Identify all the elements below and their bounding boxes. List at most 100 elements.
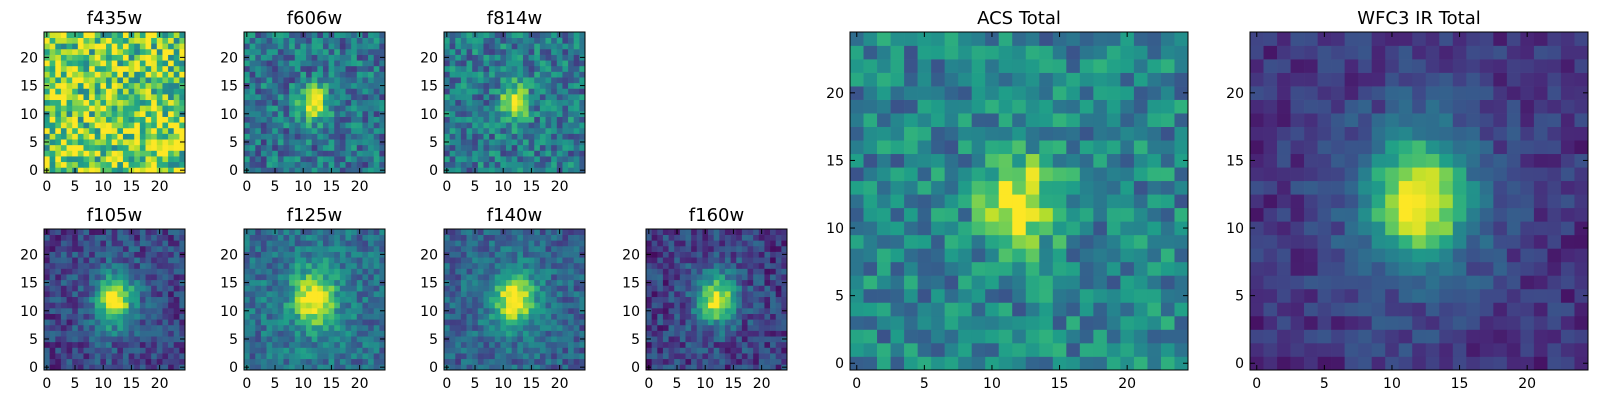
pixel-cell bbox=[306, 302, 313, 309]
pixel-cell bbox=[356, 116, 363, 123]
pixel-cell bbox=[356, 291, 363, 298]
pixel-cell bbox=[517, 110, 524, 117]
pixel-cell bbox=[449, 336, 456, 343]
pixel-cell bbox=[339, 105, 346, 112]
pixel-cell bbox=[317, 341, 324, 348]
pixel-cell bbox=[679, 336, 686, 343]
pixel-cell bbox=[472, 274, 479, 281]
pixel-cell bbox=[334, 54, 341, 61]
pixel-cell bbox=[931, 315, 945, 330]
pixel-cell bbox=[1066, 315, 1081, 330]
pixel-cell bbox=[255, 37, 262, 44]
pixel-cell bbox=[317, 336, 324, 343]
pixel-cell bbox=[173, 251, 180, 258]
pixel-cell bbox=[66, 319, 73, 326]
pixel-cell bbox=[122, 279, 129, 286]
pixel-cell bbox=[500, 319, 507, 326]
pixel-cell bbox=[294, 82, 301, 89]
pixel-cell bbox=[356, 54, 363, 61]
pixel-cell bbox=[83, 279, 90, 286]
pixel-cell bbox=[60, 364, 67, 371]
pixel-cell bbox=[850, 342, 864, 357]
pixel-cell bbox=[49, 341, 56, 348]
pixel-cell bbox=[985, 194, 1000, 209]
pixel-cell bbox=[328, 268, 335, 275]
pixel-cell bbox=[255, 285, 262, 292]
pixel-cell bbox=[483, 37, 490, 44]
pixel-cell bbox=[156, 274, 163, 281]
pixel-cell bbox=[1012, 302, 1027, 317]
pixel-cell bbox=[255, 94, 262, 101]
pixel-cell bbox=[460, 105, 467, 112]
pixel-cell bbox=[579, 341, 586, 348]
pixel-cell bbox=[334, 245, 341, 252]
pixel-cell bbox=[322, 234, 329, 241]
pixel-cell bbox=[674, 268, 681, 275]
pixel-cell bbox=[494, 60, 501, 67]
pixel-cell bbox=[72, 99, 79, 106]
pixel-cell bbox=[249, 105, 256, 112]
pixel-cell bbox=[506, 364, 513, 371]
pixel-cell bbox=[339, 313, 346, 320]
pixel-cell bbox=[483, 99, 490, 106]
pixel-cell bbox=[162, 167, 169, 174]
pixel-cell bbox=[356, 110, 363, 117]
pixel-cell bbox=[122, 336, 129, 343]
pixel-cell bbox=[100, 110, 107, 117]
pixel-cell bbox=[83, 144, 90, 151]
pixel-cell bbox=[850, 261, 864, 276]
pixel-cell bbox=[94, 307, 101, 314]
pixel-cell bbox=[534, 353, 541, 360]
pixel-cell bbox=[562, 60, 569, 67]
pixel-cell bbox=[998, 302, 1013, 317]
pixel-cell bbox=[662, 319, 669, 326]
pixel-cell bbox=[696, 313, 703, 320]
pixel-cell bbox=[106, 262, 113, 269]
pixel-cell bbox=[466, 48, 473, 55]
pixel-cell bbox=[362, 296, 369, 303]
pixel-cell bbox=[455, 65, 462, 72]
pixel-cell bbox=[351, 251, 358, 258]
pixel-cell bbox=[77, 257, 84, 264]
pixel-cell bbox=[579, 127, 586, 134]
pixel-cell bbox=[66, 54, 73, 61]
pixel-cell bbox=[134, 347, 141, 354]
pixel-cell bbox=[249, 88, 256, 95]
pixel-cell bbox=[460, 285, 467, 292]
pixel-cell bbox=[775, 358, 782, 365]
pixel-cell bbox=[483, 364, 490, 371]
pixel-cell bbox=[573, 150, 580, 157]
pixel-cell bbox=[77, 139, 84, 146]
pixel-cell bbox=[890, 288, 905, 303]
pixel-cell bbox=[528, 341, 535, 348]
pixel-cell bbox=[685, 291, 692, 298]
pixel-cell bbox=[460, 122, 467, 129]
pixel-cell bbox=[151, 240, 158, 247]
pixel-cell bbox=[83, 150, 90, 157]
pixel-cell bbox=[356, 296, 363, 303]
pixel-cell bbox=[545, 285, 552, 292]
pixel-cell bbox=[517, 313, 524, 320]
pixel-cell bbox=[134, 324, 141, 331]
pixel-cell bbox=[506, 110, 513, 117]
pixel-cell bbox=[985, 248, 1000, 263]
pixel-cell bbox=[506, 302, 513, 309]
pixel-cell bbox=[255, 167, 262, 174]
pixel-cell bbox=[322, 285, 329, 292]
pixel-cell bbox=[1012, 329, 1027, 344]
pixel-cell bbox=[300, 77, 307, 84]
pixel-cell bbox=[466, 43, 473, 50]
pixel-cell bbox=[775, 268, 782, 275]
pixel-cell bbox=[534, 302, 541, 309]
pixel-cell bbox=[77, 229, 84, 235]
pixel-cell bbox=[472, 347, 479, 354]
pixel-cell bbox=[489, 43, 496, 50]
pixel-cell bbox=[449, 167, 456, 174]
pixel-cell bbox=[362, 133, 369, 140]
pixel-cell bbox=[455, 291, 462, 298]
pixel-cell bbox=[283, 161, 290, 168]
pixel-cell bbox=[168, 251, 175, 258]
pixel-cell bbox=[122, 341, 129, 348]
pixel-cell bbox=[244, 245, 250, 252]
pixel-cell bbox=[244, 268, 250, 275]
